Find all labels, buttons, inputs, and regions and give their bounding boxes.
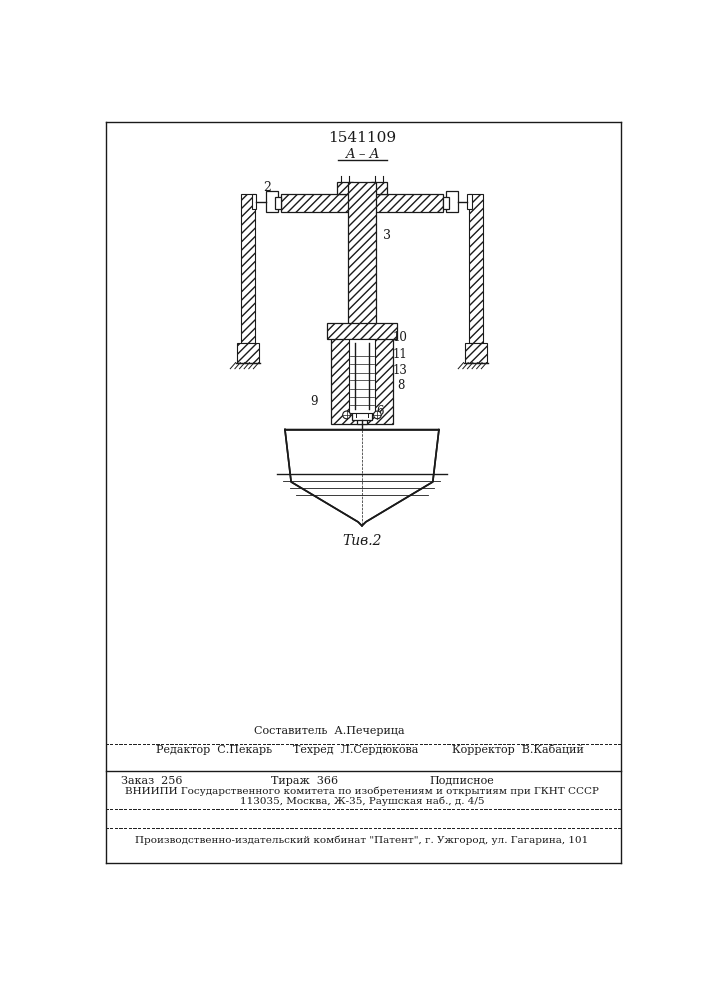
Text: 1541109: 1541109 — [328, 131, 396, 145]
Text: ВНИИПИ Государственного комитета по изобретениям и открытиям при ГКНТ СССР: ВНИИПИ Государственного комитета по изоб… — [125, 787, 599, 796]
Bar — [349, 339, 375, 413]
Text: Корректор  В.Кабаций: Корректор В.Кабаций — [452, 744, 584, 755]
Bar — [465, 343, 486, 363]
Bar — [469, 194, 483, 343]
Text: 13: 13 — [393, 364, 408, 377]
Circle shape — [343, 411, 351, 419]
Bar — [443, 197, 449, 209]
Text: 11: 11 — [393, 348, 408, 361]
Text: 10: 10 — [393, 331, 408, 344]
Text: 6: 6 — [376, 405, 383, 418]
Bar — [327, 323, 397, 339]
Bar — [348, 182, 376, 336]
Text: Тираж  366: Тираж 366 — [271, 776, 338, 786]
Text: 9: 9 — [310, 395, 318, 408]
Bar — [252, 194, 257, 209]
Bar — [266, 191, 278, 212]
Text: 2: 2 — [263, 181, 271, 194]
Text: 8: 8 — [397, 379, 404, 392]
Bar — [275, 197, 281, 209]
Bar — [337, 182, 353, 194]
Bar — [331, 324, 393, 424]
Text: Техред  Л.Сердюкова: Техред Л.Сердюкова — [293, 745, 418, 755]
Text: Подписное: Подписное — [429, 776, 493, 786]
Text: 3: 3 — [382, 229, 390, 242]
Bar — [352, 403, 372, 420]
Circle shape — [373, 411, 381, 419]
Bar — [371, 182, 387, 194]
Bar — [357, 413, 366, 424]
Polygon shape — [285, 430, 439, 526]
Text: 113035, Москва, Ж-35, Раушская наб., д. 4/5: 113035, Москва, Ж-35, Раушская наб., д. … — [240, 797, 484, 806]
Bar — [467, 194, 472, 209]
Text: Τив.2: Τив.2 — [342, 534, 382, 548]
Text: Редактор  С.Пекарь: Редактор С.Пекарь — [156, 745, 271, 755]
Text: Производственно-издательский комбинат "Патент", г. Ужгород, ул. Гагарина, 101: Производственно-издательский комбинат "П… — [135, 835, 588, 845]
Bar — [238, 343, 259, 363]
Bar — [281, 194, 443, 212]
Text: Заказ  256: Заказ 256 — [121, 776, 182, 786]
Text: Составитель  А.Печерица: Составитель А.Печерица — [254, 726, 404, 736]
Text: A – A: A – A — [345, 148, 379, 161]
Bar — [446, 191, 458, 212]
Bar — [241, 194, 255, 343]
